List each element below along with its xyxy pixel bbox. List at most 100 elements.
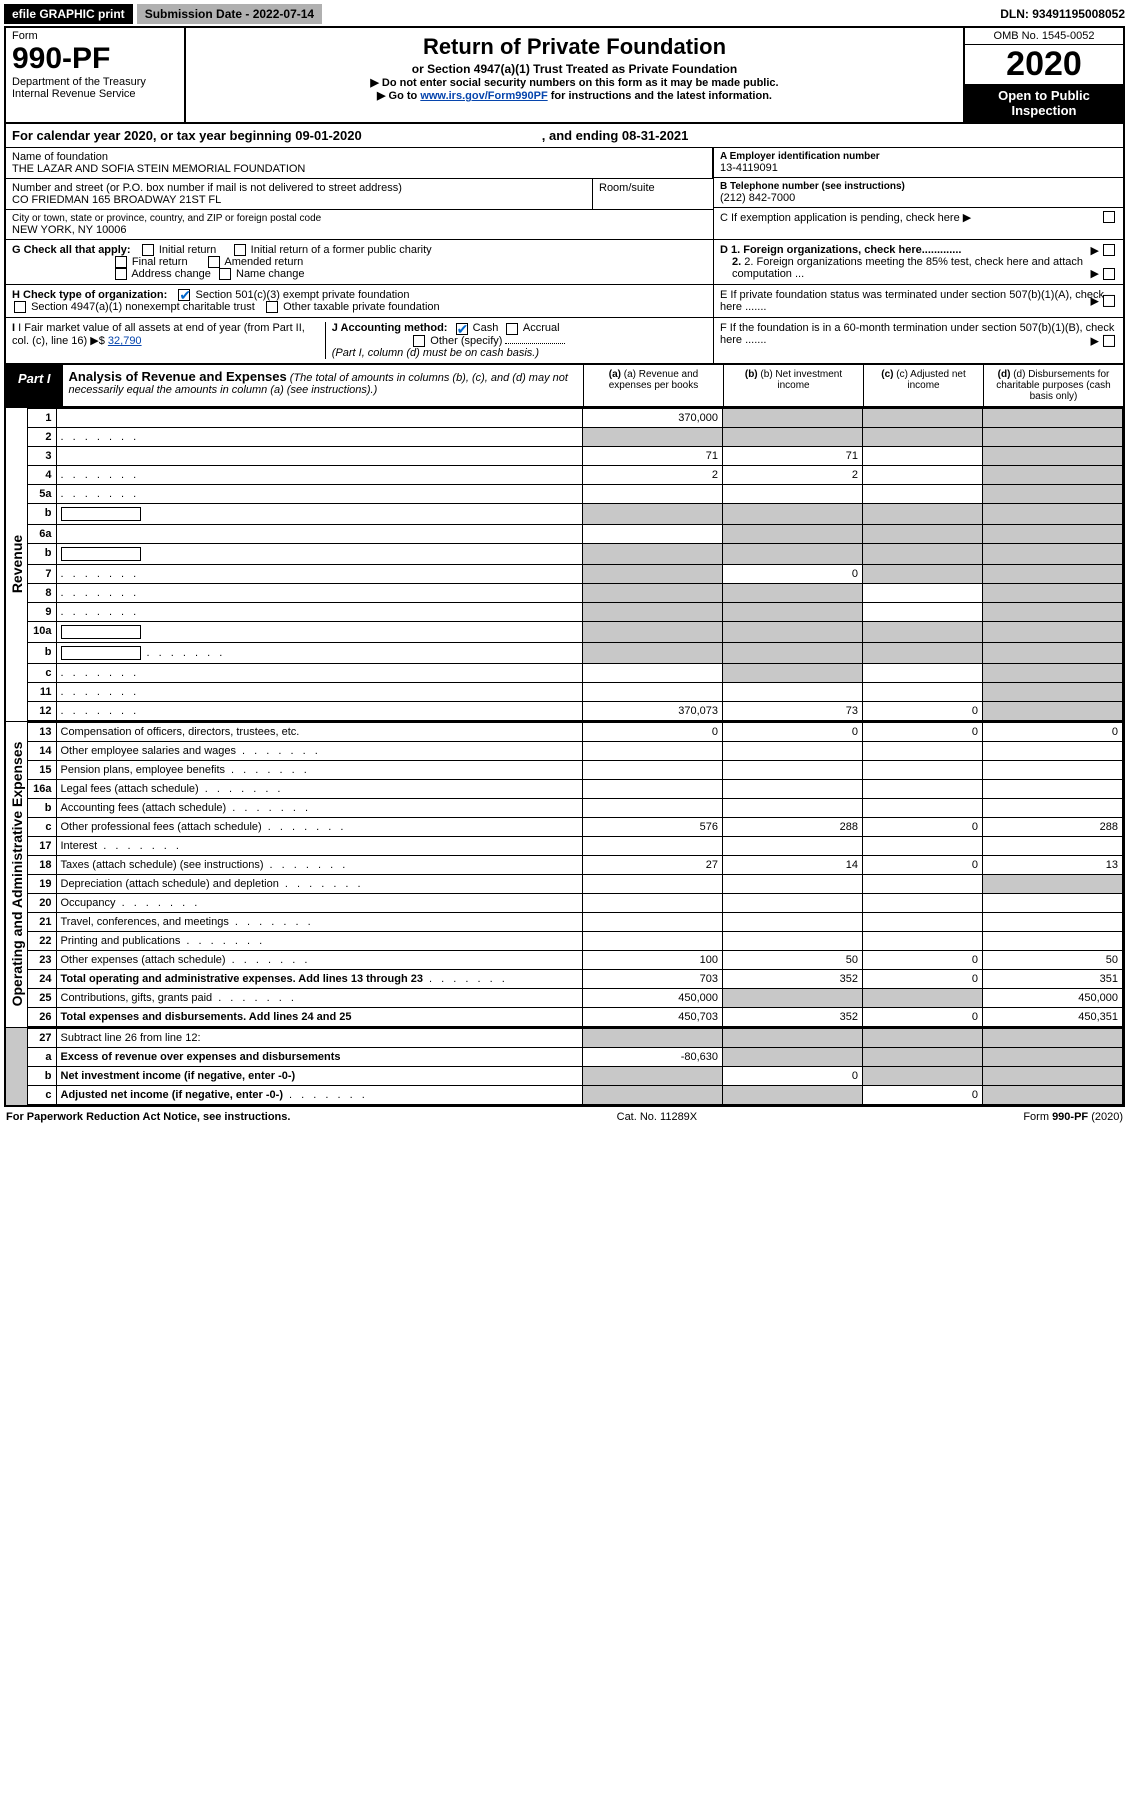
- irs-link[interactable]: www.irs.gov/Form990PF: [420, 90, 547, 102]
- h-section: H Check type of organization: Section 50…: [6, 285, 713, 317]
- col-b-header: (b) (b) Net investment income: [723, 365, 863, 406]
- submission-date: Submission Date - 2022-07-14: [137, 4, 322, 24]
- foundation-name: THE LAZAR AND SOFIA STEIN MEMORIAL FOUND…: [12, 163, 706, 175]
- note-1: ▶ Do not enter social security numbers o…: [194, 76, 955, 89]
- table-row: 11 . . . . . . .: [28, 682, 1123, 701]
- table-row: aExcess of revenue over expenses and dis…: [28, 1047, 1123, 1066]
- footer-mid: Cat. No. 11289X: [617, 1111, 698, 1123]
- table-row: bNet investment income (if negative, ent…: [28, 1066, 1123, 1085]
- ein: 13-4119091: [720, 162, 1117, 174]
- dept-label: Department of the Treasury: [12, 76, 178, 88]
- footer-right: Form 990-PF (2020): [1023, 1111, 1123, 1123]
- table-row: 20Occupancy . . . . . . .: [28, 893, 1123, 912]
- title-box: Return of Private Foundation or Section …: [186, 28, 963, 122]
- calendar-year-row: For calendar year 2020, or tax year begi…: [6, 124, 1123, 148]
- chk-name-change[interactable]: [219, 268, 231, 280]
- table-row: 14Other employee salaries and wages . . …: [28, 741, 1123, 760]
- net-section: 27Subtract line 26 from line 12:aExcess …: [6, 1027, 1123, 1105]
- net-side-label: [6, 1028, 28, 1105]
- checkbox-c[interactable]: [1103, 211, 1115, 223]
- form-header: Form 990-PF Department of the Treasury I…: [6, 28, 1123, 124]
- room-cell: Room/suite: [593, 179, 713, 209]
- chk-other-taxable[interactable]: [266, 301, 278, 313]
- table-row: b: [28, 543, 1123, 564]
- col-d-header: (d) (d) Disbursements for charitable pur…: [983, 365, 1123, 406]
- footer-left: For Paperwork Reduction Act Notice, see …: [6, 1111, 290, 1123]
- net-table: 27Subtract line 26 from line 12:aExcess …: [28, 1028, 1123, 1105]
- table-row: cOther professional fees (attach schedul…: [28, 817, 1123, 836]
- chk-4947[interactable]: [14, 301, 26, 313]
- chk-cash[interactable]: [456, 323, 468, 335]
- table-row: cAdjusted net income (if negative, enter…: [28, 1085, 1123, 1104]
- city: NEW YORK, NY 10006: [12, 224, 707, 236]
- form-id-box: Form 990-PF Department of the Treasury I…: [6, 28, 186, 122]
- table-row: 27Subtract line 26 from line 12:: [28, 1028, 1123, 1047]
- irs-label: Internal Revenue Service: [12, 88, 178, 100]
- col-a-header: (a) (a) Revenue and expenses per books: [583, 365, 723, 406]
- efile-button[interactable]: efile GRAPHIC print: [4, 4, 133, 24]
- chk-accrual[interactable]: [506, 323, 518, 335]
- chk-final-return[interactable]: [115, 256, 127, 268]
- table-row: 22Printing and publications . . . . . . …: [28, 931, 1123, 950]
- table-row: 9 . . . . . . .: [28, 602, 1123, 621]
- table-row: 4 . . . . . . .22: [28, 465, 1123, 484]
- part-1-header: Part I Analysis of Revenue and Expenses …: [6, 363, 1123, 407]
- part-1-tab: Part I: [6, 365, 63, 406]
- phone: (212) 842-7000: [720, 192, 1117, 204]
- chk-other-method[interactable]: [413, 335, 425, 347]
- row-h-e: H Check type of organization: Section 50…: [6, 285, 1123, 318]
- chk-d2[interactable]: [1103, 268, 1115, 280]
- table-row: 19Depreciation (attach schedule) and dep…: [28, 874, 1123, 893]
- chk-d1[interactable]: [1103, 244, 1115, 256]
- city-cell: City or town, state or province, country…: [6, 210, 713, 239]
- table-row: 26Total expenses and disbursements. Add …: [28, 1007, 1123, 1026]
- chk-f[interactable]: [1103, 335, 1115, 347]
- table-row: 25Contributions, gifts, grants paid . . …: [28, 988, 1123, 1007]
- table-row: 1370,000: [28, 408, 1123, 427]
- g-section: G Check all that apply: Initial return I…: [6, 240, 713, 284]
- part-1-desc: Analysis of Revenue and Expenses (The to…: [63, 365, 583, 406]
- chk-initial-former[interactable]: [234, 244, 246, 256]
- table-row: 13Compensation of officers, directors, t…: [28, 722, 1123, 741]
- col-c-header: (c) (c) Adjusted net income: [863, 365, 983, 406]
- chk-initial-return[interactable]: [142, 244, 154, 256]
- column-headers: (a) (a) Revenue and expenses per books (…: [583, 365, 1123, 406]
- top-bar: efile GRAPHIC print Submission Date - 20…: [4, 4, 1125, 24]
- revenue-side-label: Revenue: [6, 408, 28, 721]
- table-row: 18Taxes (attach schedule) (see instructi…: [28, 855, 1123, 874]
- i-j-section: I I Fair market value of all assets at e…: [6, 318, 713, 362]
- table-row: 15Pension plans, employee benefits . . .…: [28, 760, 1123, 779]
- table-row: 7 . . . . . . .0: [28, 564, 1123, 583]
- foundation-name-cell: Name of foundation THE LAZAR AND SOFIA S…: [6, 148, 713, 178]
- form-subtitle: or Section 4947(a)(1) Trust Treated as P…: [194, 62, 955, 76]
- revenue-section: Revenue 1370,0002 . . . . . . .371714 . …: [6, 407, 1123, 721]
- c-cell: C If exemption application is pending, c…: [714, 208, 1123, 227]
- footer: For Paperwork Reduction Act Notice, see …: [4, 1107, 1125, 1127]
- omb-number: OMB No. 1545-0052: [965, 28, 1123, 45]
- open-inspection: Open to Public Inspection: [965, 84, 1123, 122]
- address-cell: Number and street (or P.O. box number if…: [6, 179, 593, 209]
- chk-e[interactable]: [1103, 295, 1115, 307]
- table-row: 12 . . . . . . .370,073730: [28, 701, 1123, 720]
- phone-cell: B Telephone number (see instructions) (2…: [714, 178, 1123, 208]
- expenses-side-label: Operating and Administrative Expenses: [6, 722, 28, 1027]
- chk-amended[interactable]: [208, 256, 220, 268]
- table-row: 21Travel, conferences, and meetings . . …: [28, 912, 1123, 931]
- table-row: 6a: [28, 524, 1123, 543]
- table-row: b: [28, 503, 1123, 524]
- row-i-j-f: I I Fair market value of all assets at e…: [6, 318, 1123, 362]
- table-row: 24Total operating and administrative exp…: [28, 969, 1123, 988]
- chk-address-change[interactable]: [115, 268, 127, 280]
- form-container: Form 990-PF Department of the Treasury I…: [4, 26, 1125, 1107]
- expenses-section: Operating and Administrative Expenses 13…: [6, 721, 1123, 1027]
- form-title: Return of Private Foundation: [194, 34, 955, 60]
- table-row: 16aLegal fees (attach schedule) . . . . …: [28, 779, 1123, 798]
- chk-501c3[interactable]: [178, 289, 190, 301]
- row-g-d: G Check all that apply: Initial return I…: [6, 240, 1123, 285]
- fmv-link[interactable]: 32,790: [108, 335, 142, 347]
- table-row: bAccounting fees (attach schedule) . . .…: [28, 798, 1123, 817]
- table-row: 2 . . . . . . .: [28, 427, 1123, 446]
- year-box: OMB No. 1545-0052 2020 Open to Public In…: [963, 28, 1123, 122]
- dln: DLN: 93491195008052: [1000, 7, 1125, 21]
- form-number: 990-PF: [12, 42, 178, 76]
